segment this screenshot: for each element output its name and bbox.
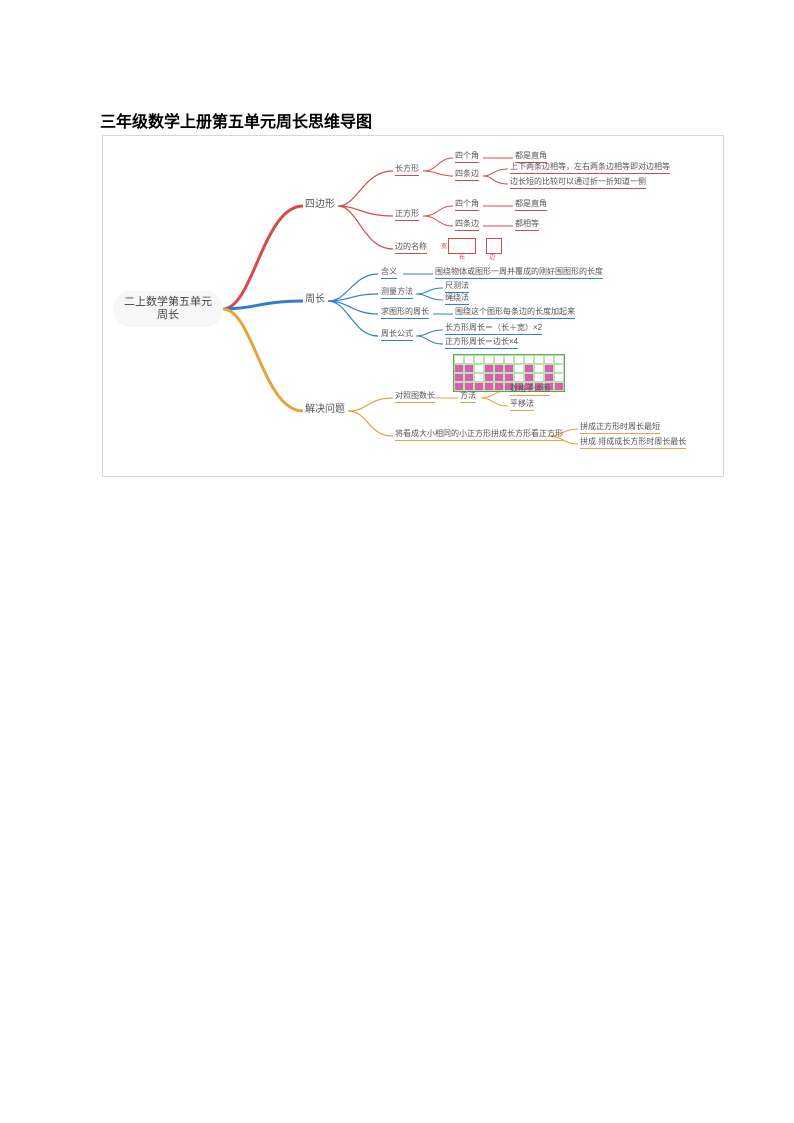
- mindmap-container: 二上数学第五单元 周长 四边形 长方形 四个角 都是直角 四条边 上下两条边相等…: [102, 135, 724, 477]
- rect-demo: 长 宽: [448, 238, 476, 254]
- node: 四条边: [455, 220, 479, 231]
- node: 四个角: [455, 200, 479, 211]
- node-bianmingcheng: 边的名称: [395, 243, 427, 254]
- node: 绳绕法: [445, 294, 469, 305]
- page-title: 三年级数学上册第五单元周长思维导图: [100, 108, 372, 132]
- node: 尺测法: [445, 282, 469, 293]
- node-zhouchang: 周长: [305, 294, 325, 305]
- node: 拼成 排成成长方形时周长最长: [580, 438, 686, 449]
- root-node: 二上数学第五单元 周长: [113, 291, 223, 327]
- root-line1: 二上数学第五单元: [113, 296, 223, 309]
- square-demo: 边: [486, 238, 502, 254]
- node: 长方形周长＝（长＋宽）×2: [445, 324, 542, 335]
- node-sibianxing: 四边形: [305, 199, 335, 210]
- node: 围绕这个图形每条边的长度加起来: [455, 308, 575, 319]
- node: 拼成正方形时周长最短: [580, 423, 660, 434]
- node: 求图形的周长: [381, 308, 429, 319]
- node: 数格子读图: [510, 385, 550, 396]
- node: 对照图数长: [395, 392, 435, 403]
- node: 四条边: [455, 170, 479, 181]
- node-changfangxing: 长方形: [395, 165, 419, 176]
- node: 四个角: [455, 152, 479, 163]
- shape-illustration: 长 宽 边: [448, 238, 502, 254]
- node: 周长公式: [381, 330, 413, 341]
- node: 围绕物体或图形一周并覆成的刚好围图形的长度: [435, 268, 603, 279]
- node: 测量方法: [381, 288, 413, 299]
- node: 方法: [460, 392, 476, 403]
- node: 边长短的比较可以通过折一折知道一侧: [510, 178, 646, 189]
- node-zhengfangxing: 正方形: [395, 210, 419, 221]
- node: 上下两条边相等，左右两条边相等即对边相等: [510, 163, 670, 174]
- node: 都是直角: [515, 200, 547, 211]
- root-line2: 周长: [113, 309, 223, 322]
- node: 含义: [381, 268, 397, 279]
- node: 将看成大小相同的小正方形拼成长方形看正方形: [395, 430, 563, 441]
- node: 正方形周长＝边长×4: [445, 338, 518, 349]
- node-jiejuewenti: 解决问题: [305, 404, 345, 415]
- node: 都相等: [515, 220, 539, 231]
- node: 平移法: [510, 400, 534, 411]
